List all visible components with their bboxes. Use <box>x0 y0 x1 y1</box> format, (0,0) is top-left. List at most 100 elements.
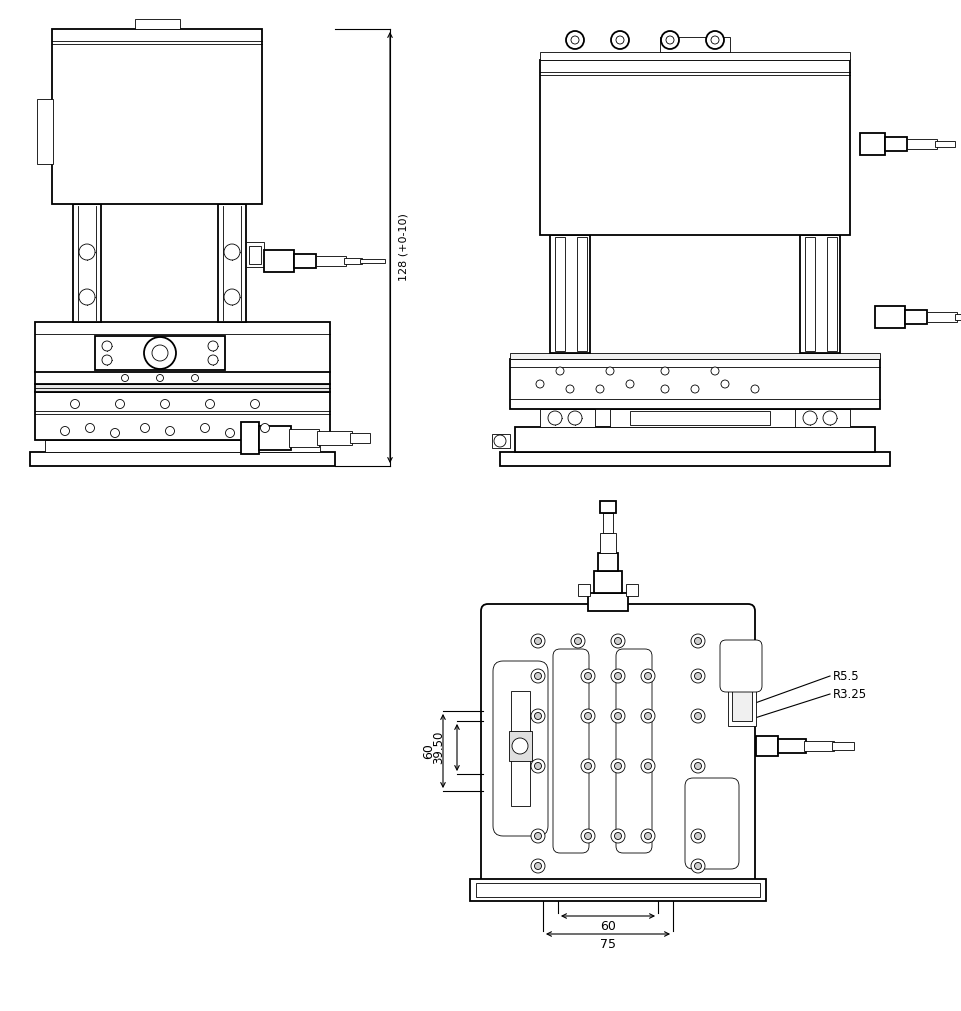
Circle shape <box>208 355 218 365</box>
Bar <box>600 533 615 553</box>
Circle shape <box>225 429 234 438</box>
Circle shape <box>102 341 111 351</box>
Circle shape <box>584 832 591 839</box>
Circle shape <box>79 289 95 305</box>
Circle shape <box>694 638 701 644</box>
FancyBboxPatch shape <box>684 778 738 869</box>
Bar <box>755 736 777 756</box>
Circle shape <box>530 759 545 773</box>
Circle shape <box>823 411 836 425</box>
Circle shape <box>224 244 239 260</box>
Circle shape <box>584 762 591 769</box>
Bar <box>288 429 319 447</box>
Bar <box>218 204 246 321</box>
Circle shape <box>615 36 624 44</box>
Bar <box>859 133 884 155</box>
Bar <box>500 452 889 466</box>
Bar <box>804 237 814 351</box>
Circle shape <box>208 341 218 351</box>
Bar <box>241 422 259 454</box>
Circle shape <box>565 385 574 393</box>
Text: R3.25: R3.25 <box>832 687 866 701</box>
Circle shape <box>690 709 704 723</box>
Bar <box>826 237 836 351</box>
Bar <box>514 427 875 452</box>
Circle shape <box>610 709 625 723</box>
Bar <box>37 99 53 164</box>
Bar <box>246 242 263 267</box>
Circle shape <box>160 399 169 408</box>
Circle shape <box>140 424 149 433</box>
Circle shape <box>534 762 541 769</box>
Circle shape <box>610 829 625 843</box>
Circle shape <box>79 244 95 260</box>
Bar <box>609 409 800 427</box>
Circle shape <box>535 380 543 388</box>
Circle shape <box>115 399 124 408</box>
Circle shape <box>121 374 129 381</box>
Circle shape <box>530 669 545 683</box>
Circle shape <box>250 399 259 408</box>
Circle shape <box>86 424 94 433</box>
Circle shape <box>580 709 595 723</box>
Bar <box>934 141 954 147</box>
Circle shape <box>660 367 668 375</box>
Bar <box>350 433 370 443</box>
Circle shape <box>574 638 580 644</box>
Circle shape <box>640 759 654 773</box>
Bar <box>593 571 622 593</box>
Bar <box>578 584 589 596</box>
Bar <box>509 359 879 409</box>
Circle shape <box>530 829 545 843</box>
Circle shape <box>530 634 545 648</box>
FancyBboxPatch shape <box>492 661 548 836</box>
Circle shape <box>626 380 633 388</box>
Bar <box>600 501 615 513</box>
Bar <box>52 29 261 204</box>
Bar <box>491 434 509 448</box>
Bar <box>727 681 755 726</box>
Bar <box>629 411 769 425</box>
Circle shape <box>610 31 628 49</box>
Bar <box>359 259 384 263</box>
Bar <box>508 731 531 761</box>
Circle shape <box>580 829 595 843</box>
Bar <box>135 19 180 29</box>
Circle shape <box>555 367 563 375</box>
Bar <box>777 739 805 753</box>
Circle shape <box>644 762 651 769</box>
Bar <box>484 609 751 883</box>
Text: 60: 60 <box>422 743 435 759</box>
Bar <box>344 258 361 264</box>
Circle shape <box>802 411 816 425</box>
Circle shape <box>610 669 625 683</box>
Circle shape <box>694 862 701 869</box>
Circle shape <box>614 638 621 644</box>
Bar <box>249 246 260 264</box>
Bar <box>539 60 850 235</box>
Circle shape <box>511 738 528 754</box>
Bar <box>35 384 330 392</box>
Bar <box>470 879 765 901</box>
Bar <box>954 314 961 320</box>
FancyBboxPatch shape <box>615 649 652 853</box>
Bar <box>476 883 759 897</box>
Circle shape <box>720 380 728 388</box>
Text: 60: 60 <box>600 920 615 933</box>
Bar <box>875 306 904 328</box>
Circle shape <box>690 759 704 773</box>
Circle shape <box>640 669 654 683</box>
Circle shape <box>614 672 621 679</box>
Circle shape <box>614 713 621 720</box>
Circle shape <box>614 832 621 839</box>
Bar <box>509 353 879 359</box>
Bar <box>554 237 564 351</box>
Bar <box>259 426 290 450</box>
Circle shape <box>584 672 591 679</box>
Circle shape <box>694 762 701 769</box>
Circle shape <box>157 374 163 381</box>
Circle shape <box>644 672 651 679</box>
Circle shape <box>548 411 561 425</box>
Circle shape <box>584 713 591 720</box>
Circle shape <box>144 337 176 369</box>
